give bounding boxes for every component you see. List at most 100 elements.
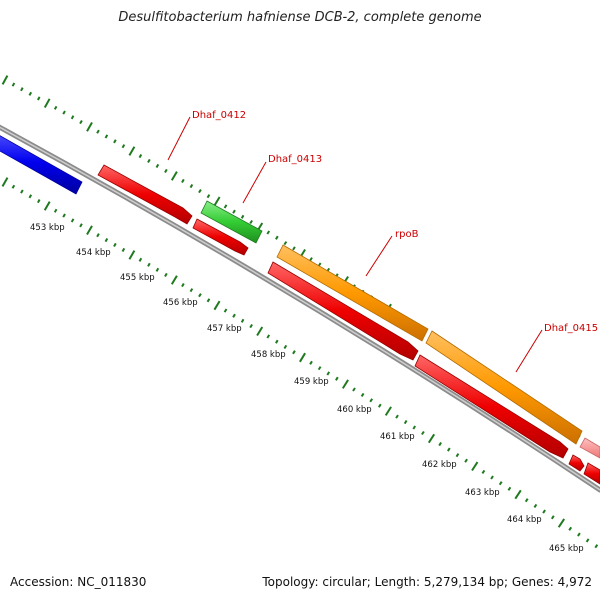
minor-tick: [181, 178, 185, 184]
minor-tick: [96, 233, 100, 238]
gene-feature-red-right[interactable]: [414, 354, 569, 459]
axis-tick-label: 463 kbp: [465, 488, 500, 498]
gene-feature-pink[interactable]: [579, 437, 600, 459]
minor-tick: [395, 414, 399, 419]
minor-tick: [275, 235, 279, 240]
major-tick: [341, 379, 349, 389]
minor-tick: [11, 82, 16, 87]
minor-tick: [198, 293, 202, 298]
gene-label-dhaf-0415[interactable]: Dhaf_0415: [544, 323, 598, 334]
minor-tick: [524, 498, 529, 503]
axis-tick-label: 459 kbp: [294, 377, 329, 387]
minor-tick: [37, 199, 41, 204]
minor-tick: [70, 218, 75, 223]
minor-tick: [309, 257, 313, 262]
major-tick: [43, 98, 51, 108]
minor-tick: [206, 194, 211, 199]
minor-tick: [28, 194, 33, 199]
minor-tick: [577, 532, 581, 537]
minor-tick: [147, 158, 151, 164]
map-title: Desulfitobacterium hafniense DCB-2, comp…: [118, 10, 482, 25]
major-tick: [128, 146, 136, 156]
major-tick: [86, 122, 93, 132]
minor-tick: [104, 237, 109, 243]
gene-feature-rpob[interactable]: [276, 244, 429, 342]
gene-label-dhaf-0413[interactable]: Dhaf_0413: [268, 154, 322, 165]
minor-tick: [70, 115, 75, 120]
axis-tick-label: 465 kbp: [549, 544, 584, 554]
major-tick: [427, 433, 436, 444]
major-tick: [43, 201, 51, 211]
major-tick: [86, 225, 93, 236]
inner-tick-track: [1, 177, 599, 549]
minor-tick: [249, 219, 253, 225]
gene-feature-red-small[interactable]: [192, 218, 249, 256]
minor-tick: [53, 105, 58, 110]
minor-tick: [155, 163, 160, 169]
minor-tick: [507, 486, 512, 491]
major-tick: [170, 275, 178, 285]
minor-tick: [37, 96, 41, 101]
minor-tick: [481, 469, 486, 474]
gene-label-dhaf-0412[interactable]: Dhaf_0412: [192, 110, 246, 121]
minor-tick: [377, 403, 382, 408]
minor-tick: [240, 214, 245, 219]
minor-tick: [249, 323, 253, 329]
minor-tick: [490, 475, 494, 480]
minor-tick: [283, 344, 288, 350]
minor-tick: [121, 144, 126, 149]
minor-tick: [164, 272, 168, 278]
minor-tick: [181, 282, 185, 288]
gene-feature-dhaf-0415[interactable]: [425, 330, 583, 445]
gene-features: [0, 130, 600, 485]
minor-tick: [198, 188, 202, 194]
minor-tick: [206, 298, 211, 303]
minor-tick: [309, 360, 313, 365]
minor-tick: [147, 262, 151, 267]
gene-feature-red-long[interactable]: [267, 261, 419, 361]
genome-summary-text: Topology: circular; Length: 5,279,134 bp…: [262, 575, 592, 589]
callout-line-dhaf-0415: [515, 329, 543, 373]
minor-tick: [223, 308, 228, 313]
minor-tick: [266, 334, 271, 339]
minor-tick: [446, 447, 451, 452]
minor-tick: [438, 441, 442, 447]
gene-feature-red-edge-2[interactable]: [583, 462, 600, 485]
minor-tick: [138, 257, 143, 262]
callout-line-dhaf-0413: [242, 161, 267, 204]
minor-tick: [28, 91, 33, 96]
accession-text: Accession: NC_011830: [10, 575, 147, 589]
minor-tick: [79, 119, 83, 125]
major-tick: [170, 171, 178, 181]
minor-tick: [62, 213, 66, 218]
major-tick: [514, 489, 522, 500]
minor-tick: [568, 526, 573, 531]
gene-feature-blue[interactable]: [0, 130, 83, 195]
minor-tick: [232, 313, 236, 318]
minor-tick: [189, 288, 194, 293]
axis-tick-label: 455 kbp: [120, 273, 155, 283]
minor-tick: [360, 392, 365, 397]
minor-tick: [594, 544, 599, 549]
minor-tick: [403, 419, 408, 425]
major-tick: [213, 300, 221, 311]
minor-tick: [464, 458, 468, 463]
gene-feature-red-edge-1[interactable]: [568, 454, 585, 472]
minor-tick: [11, 184, 16, 189]
gene-feature-dhaf-0413[interactable]: [200, 200, 263, 244]
gene-feature-dhaf-0412[interactable]: [97, 164, 193, 225]
minor-tick: [164, 168, 168, 174]
minor-tick: [223, 204, 228, 209]
axis-tick-label: 453 kbp: [30, 223, 65, 233]
minor-tick: [352, 387, 356, 392]
minor-tick: [113, 242, 117, 248]
minor-tick: [20, 189, 24, 194]
minor-tick: [96, 129, 100, 134]
minor-tick: [155, 267, 160, 272]
minor-tick: [53, 208, 58, 213]
minor-tick: [542, 509, 546, 514]
minor-tick: [138, 153, 143, 159]
gene-label-rpob[interactable]: rpoB: [395, 229, 419, 240]
axis-tick-label: 454 kbp: [76, 248, 111, 258]
